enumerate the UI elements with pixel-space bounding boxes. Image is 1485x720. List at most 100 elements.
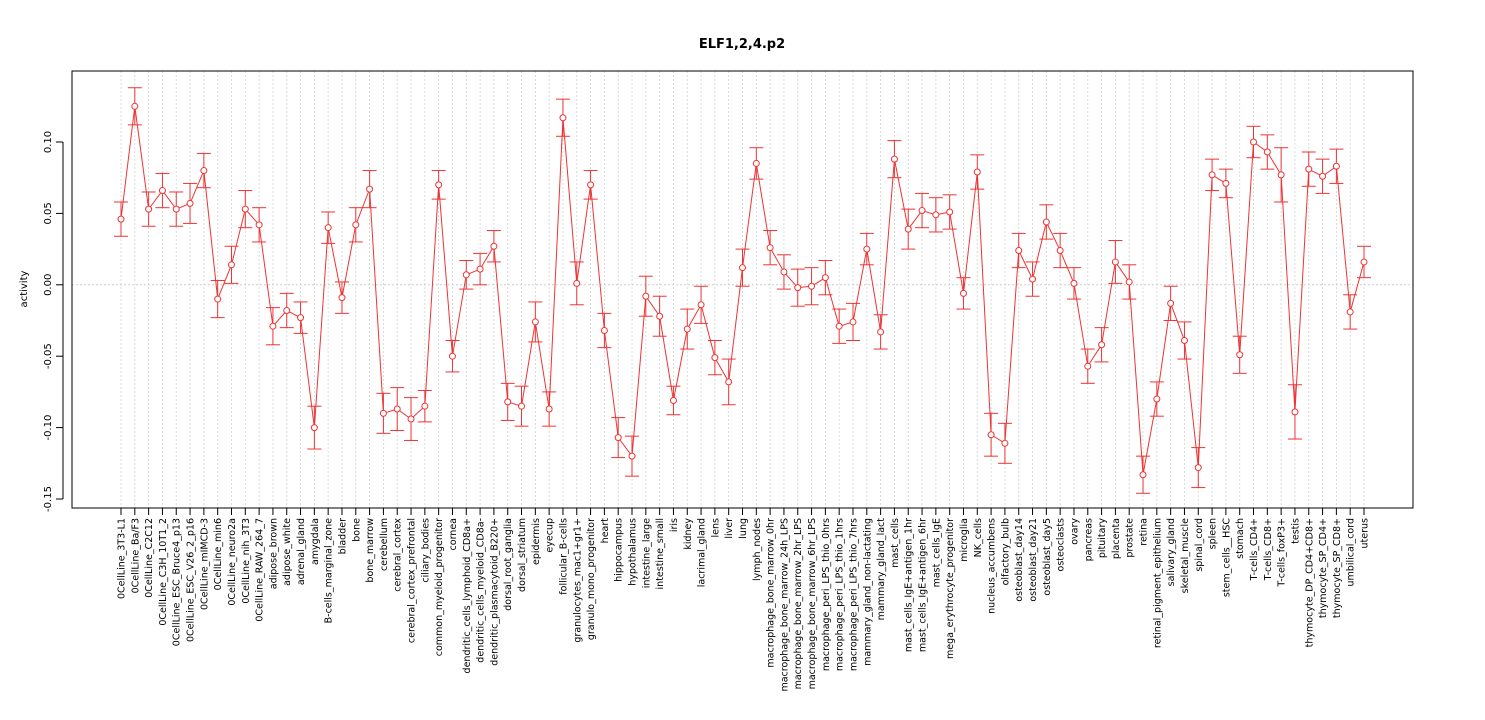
data-point bbox=[946, 208, 954, 216]
data-point bbox=[352, 221, 360, 229]
data-point bbox=[1236, 351, 1244, 359]
x-tick-label: 0CellLine_mIMCD-3 bbox=[199, 518, 210, 610]
x-tick-label: skeletal_muscle bbox=[1180, 518, 1191, 593]
data-point bbox=[407, 415, 415, 423]
x-tick-label: adrenal_gland bbox=[296, 518, 307, 585]
data-point bbox=[297, 314, 305, 322]
data-point bbox=[269, 322, 277, 330]
x-tick-label: spleen bbox=[1208, 518, 1219, 549]
x-tick-label: cerebral_cortex_prefrontal bbox=[407, 518, 418, 643]
x-tick-label: 0CellLine_C2C12 bbox=[144, 518, 155, 598]
data-point bbox=[1111, 258, 1119, 266]
data-point bbox=[1208, 171, 1216, 179]
x-tick-label: kidney bbox=[683, 518, 694, 550]
data-point bbox=[918, 207, 926, 215]
x-tick-label: eyecup bbox=[545, 518, 556, 553]
x-tick-label: retina bbox=[1139, 518, 1150, 546]
x-tick-label: retinal_pigment_epithelium bbox=[1152, 518, 1163, 648]
x-tick-label: 0CellLine_ESC_Bruce4_p13 bbox=[172, 518, 183, 646]
x-tick-label: placenta bbox=[1111, 518, 1122, 559]
data-point bbox=[628, 452, 636, 460]
data-point bbox=[241, 205, 249, 213]
x-tick-label: T-cells_CD4+ bbox=[1249, 518, 1260, 581]
data-point bbox=[752, 159, 760, 167]
data-point bbox=[1084, 362, 1092, 370]
data-point bbox=[683, 325, 691, 333]
data-point bbox=[1194, 464, 1202, 472]
x-tick-label: cerebral_cortex bbox=[393, 518, 404, 592]
data-point bbox=[987, 431, 995, 439]
x-tick-label: bone bbox=[351, 518, 362, 542]
data-point bbox=[711, 354, 719, 362]
data-point bbox=[1125, 278, 1133, 286]
data-point bbox=[518, 402, 526, 410]
data-point bbox=[849, 318, 857, 326]
data-point bbox=[421, 402, 429, 410]
x-tick-label: osteoclasts bbox=[1056, 518, 1067, 572]
data-point bbox=[324, 224, 332, 232]
y-tick-label: 0.10 bbox=[43, 131, 54, 153]
data-point bbox=[656, 312, 664, 320]
x-tick-label: amygdala bbox=[310, 518, 321, 565]
data-point bbox=[1139, 471, 1147, 479]
data-point bbox=[932, 211, 940, 219]
x-axis: 0CellLine_3T3-L1 0CellLine_Ba/F3 0CellLine… bbox=[117, 507, 1371, 692]
x-tick-label: stomach bbox=[1235, 518, 1246, 559]
data-point bbox=[600, 326, 608, 334]
data-point bbox=[780, 268, 788, 276]
data-point bbox=[642, 292, 650, 300]
data-point bbox=[877, 328, 885, 336]
x-tick-label: cerebellum bbox=[379, 518, 390, 571]
data-points bbox=[117, 102, 1368, 479]
data-point bbox=[435, 181, 443, 189]
x-tick-label: 0CellLine_RAW_264_7 bbox=[255, 518, 266, 622]
x-tick-label: macrophage_bone_marrow_24h_LPS bbox=[779, 518, 790, 692]
x-tick-label: bladder bbox=[337, 518, 348, 554]
x-tick-label: osteoblast_day5 bbox=[1042, 518, 1053, 596]
x-tick-label: 0CellLine_ESC_V26_2_p16 bbox=[186, 518, 197, 642]
x-tick-label: pancreas bbox=[1083, 518, 1094, 561]
x-tick-label: macrophage_bone_marrow_2hr_LPS bbox=[793, 518, 804, 689]
data-point bbox=[379, 409, 387, 417]
y-axis-label: activity bbox=[19, 270, 30, 307]
data-point bbox=[338, 294, 346, 302]
x-tick-label: macrophage_bone_marrow_0hr bbox=[766, 518, 777, 668]
data-point bbox=[1360, 258, 1368, 266]
data-point bbox=[1015, 247, 1023, 255]
data-point bbox=[1332, 162, 1340, 170]
x-tick-label: T-cells_CD8+ bbox=[1263, 518, 1274, 581]
data-point bbox=[973, 168, 981, 176]
data-point bbox=[186, 199, 194, 207]
chart-title: ELF1,2,4.p2 bbox=[699, 37, 785, 52]
data-point bbox=[697, 301, 705, 309]
data-point bbox=[739, 264, 746, 272]
data-point bbox=[1277, 171, 1285, 179]
x-tick-label: osteoblast_day14 bbox=[1014, 518, 1025, 602]
data-point bbox=[172, 205, 180, 213]
x-tick-label: epidermis bbox=[531, 518, 542, 565]
data-point bbox=[158, 187, 166, 195]
y-tick-label: 0.05 bbox=[43, 202, 54, 224]
x-tick-label: mammary_gland_non-lactating bbox=[862, 518, 873, 666]
data-point bbox=[255, 221, 263, 229]
data-point bbox=[890, 155, 898, 163]
x-tick-label: adipose_brown bbox=[268, 518, 279, 589]
x-tick-label: hypothalamus bbox=[628, 518, 639, 586]
y-tick-label: -0.05 bbox=[43, 343, 54, 369]
x-tick-label: follicular_B-cells bbox=[558, 518, 569, 595]
data-point bbox=[504, 398, 512, 406]
data-point bbox=[1042, 218, 1050, 226]
x-tick-label: prostate bbox=[1125, 518, 1136, 558]
x-tick-label: spinal_cord bbox=[1194, 518, 1205, 572]
x-tick-label: dendritic_cells_lymphoid_CD8a+ bbox=[462, 518, 473, 673]
x-tick-label: B-cells_marginal_zone bbox=[324, 518, 335, 624]
x-tick-label: 0CellLine_Ba/F3 bbox=[130, 518, 141, 593]
x-tick-label: T-cells_foxP3+ bbox=[1277, 518, 1288, 588]
x-tick-label: mast_cells_IgE+antigen_6hr bbox=[918, 518, 929, 652]
data-point bbox=[808, 282, 816, 290]
data-point bbox=[1070, 279, 1078, 287]
x-tick-label: thymocyte_SP_CD4+ bbox=[1318, 518, 1329, 618]
x-tick-label: cornea bbox=[448, 518, 459, 550]
x-tick-label: dendritic_cells_myeloid_CD8a- bbox=[476, 518, 487, 663]
x-tick-label: adipose_white bbox=[282, 518, 293, 586]
